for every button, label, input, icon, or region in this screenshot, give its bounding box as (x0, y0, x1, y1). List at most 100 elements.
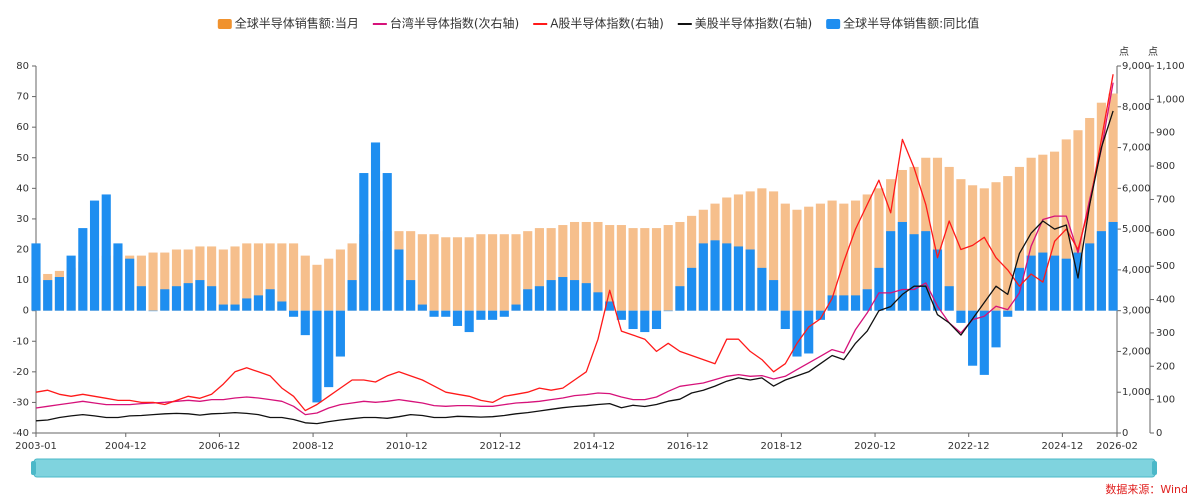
bar (1108, 93, 1118, 311)
bar (488, 234, 498, 311)
y-tick-label: 30 (16, 214, 29, 225)
bar (195, 280, 205, 311)
bar (370, 142, 381, 311)
bar (745, 249, 755, 311)
y2-tick-label: 3,000 (1122, 306, 1151, 317)
bar (207, 286, 217, 311)
y2-tick-label: 7,000 (1122, 143, 1151, 154)
bar (1108, 221, 1118, 311)
bar (406, 231, 416, 311)
bar (1038, 154, 1048, 311)
bar (944, 286, 954, 311)
bar (66, 255, 76, 311)
bar (277, 301, 287, 311)
y2-tick-label: 6,000 (1122, 183, 1151, 194)
bar (441, 237, 451, 311)
bar (300, 255, 310, 311)
bar (815, 203, 825, 311)
bar (1014, 166, 1025, 311)
bar (429, 310, 439, 317)
bar (897, 221, 907, 311)
y-tick-label: 80 (16, 61, 29, 72)
y-tick-label: -30 (13, 397, 29, 408)
bar (1073, 130, 1083, 311)
line-series (35, 74, 1114, 412)
bar (148, 310, 158, 312)
y2-tick-label: 8,000 (1122, 102, 1151, 113)
legend-item[interactable]: A股半导体指数(右轴) (533, 16, 664, 31)
bar (394, 249, 404, 311)
x-tick-label: 2003-01 (15, 441, 57, 452)
bar (675, 221, 685, 311)
bar (546, 280, 556, 311)
bar (207, 246, 217, 311)
bar (698, 243, 708, 311)
bar (277, 243, 287, 311)
bar (827, 295, 837, 311)
bar (839, 295, 849, 311)
x-tick-label: 2008-12 (292, 441, 334, 452)
bar (1073, 252, 1083, 311)
bar (886, 231, 896, 311)
bar (616, 225, 626, 311)
y3-tick-label: 1,100 (1156, 61, 1185, 72)
y-tick-label: 20 (16, 245, 29, 256)
bar (1026, 255, 1036, 311)
range-slider[interactable] (33, 458, 1156, 478)
bar (769, 191, 779, 311)
bar (804, 206, 814, 311)
bar (862, 194, 872, 311)
bar (312, 310, 322, 403)
bar (932, 157, 943, 311)
legend-item[interactable]: 全球半导体销售额:同比值 (826, 16, 979, 31)
bar (441, 310, 451, 317)
bar (581, 283, 591, 311)
bar (850, 295, 861, 311)
bar (651, 310, 662, 330)
bar (1003, 176, 1013, 311)
bar (265, 289, 275, 311)
bar (534, 228, 544, 311)
y-tick-label: 50 (16, 153, 29, 164)
y-tick-label: -20 (13, 367, 29, 378)
bar (874, 188, 884, 311)
bar (769, 280, 779, 311)
bar (452, 237, 463, 311)
x-tick-label: 2014-12 (573, 441, 615, 452)
bar (1096, 231, 1106, 311)
bar (253, 243, 264, 311)
legend-item[interactable]: 台湾半导体指数(次右轴) (372, 16, 519, 31)
bar (499, 234, 509, 311)
bar (780, 203, 790, 311)
bar (347, 243, 357, 311)
bar (956, 310, 966, 323)
source-note: 数据来源：Wind (1105, 482, 1188, 496)
legend-label: A股半导体指数(右轴) (550, 16, 664, 31)
bar (511, 234, 521, 311)
bar (31, 243, 41, 311)
bar (54, 277, 64, 311)
bar (335, 249, 345, 311)
legend-item[interactable]: 全球半导体销售额:当月 (217, 16, 359, 31)
bar (242, 243, 252, 311)
y3-tick-label: 600 (1156, 228, 1175, 239)
bar (230, 246, 240, 311)
bar (804, 310, 814, 354)
slider-handle-right[interactable] (1152, 461, 1157, 475)
bar (593, 292, 603, 311)
bar (160, 252, 170, 311)
x-tick-label: 2004-12 (105, 441, 147, 452)
bar (488, 310, 498, 320)
bar (242, 298, 252, 311)
bar (523, 231, 533, 311)
bar (382, 173, 392, 311)
bar (932, 249, 943, 311)
bar (183, 249, 193, 311)
slider-handle-left[interactable] (31, 461, 36, 475)
bar (265, 243, 275, 311)
legend-item[interactable]: 美股半导体指数(右轴) (677, 16, 812, 31)
bar (160, 289, 170, 311)
bar (312, 264, 322, 311)
bar (452, 310, 463, 326)
bar (324, 310, 334, 388)
